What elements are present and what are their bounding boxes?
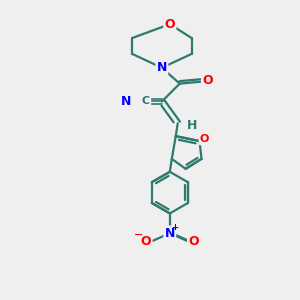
Text: O: O	[202, 74, 213, 87]
Text: +: +	[171, 223, 178, 232]
Text: N: N	[121, 95, 131, 108]
Text: O: O	[164, 18, 175, 31]
Text: O: O	[141, 235, 151, 248]
Text: O: O	[188, 235, 199, 248]
Text: H: H	[186, 119, 197, 132]
Text: O: O	[200, 134, 209, 144]
Text: −: −	[134, 230, 143, 240]
Text: C: C	[142, 97, 150, 106]
Text: N: N	[165, 227, 175, 240]
Text: N: N	[157, 61, 167, 74]
